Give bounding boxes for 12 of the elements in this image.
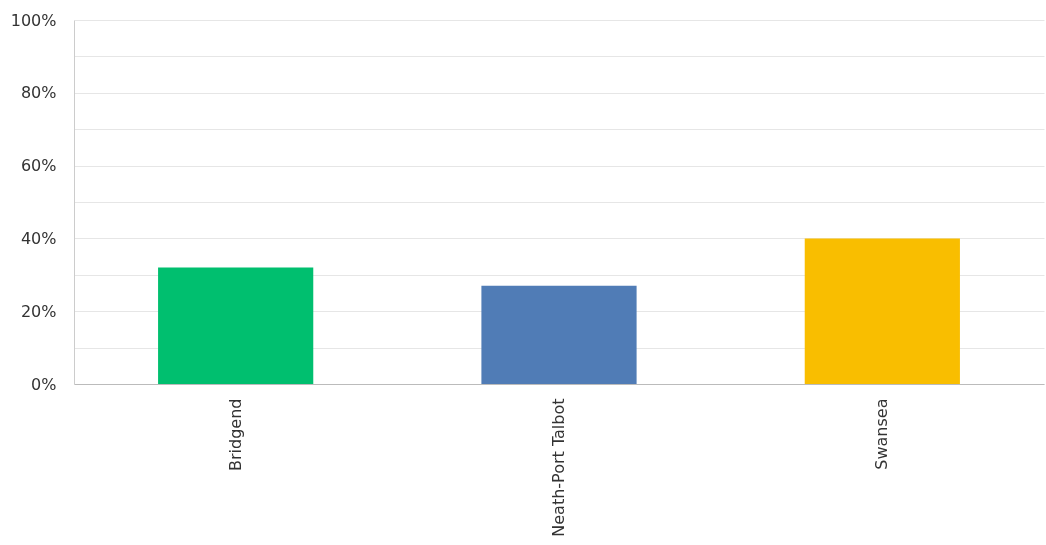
x-tick-label: Bridgend <box>225 398 245 471</box>
x-tick-label: Neath-Port Talbot <box>549 398 568 537</box>
bar <box>481 285 637 384</box>
bar <box>158 267 314 384</box>
y-tick-label: 0% <box>31 374 57 394</box>
y-tick-label: 40% <box>20 228 57 248</box>
y-tick-label: 80% <box>20 83 57 103</box>
y-tick-label: 60% <box>20 156 57 176</box>
x-tick-label: Swansea <box>872 398 892 470</box>
y-tick-label: 100% <box>10 10 57 30</box>
y-tick-label: 20% <box>20 301 57 321</box>
bar <box>804 238 960 384</box>
